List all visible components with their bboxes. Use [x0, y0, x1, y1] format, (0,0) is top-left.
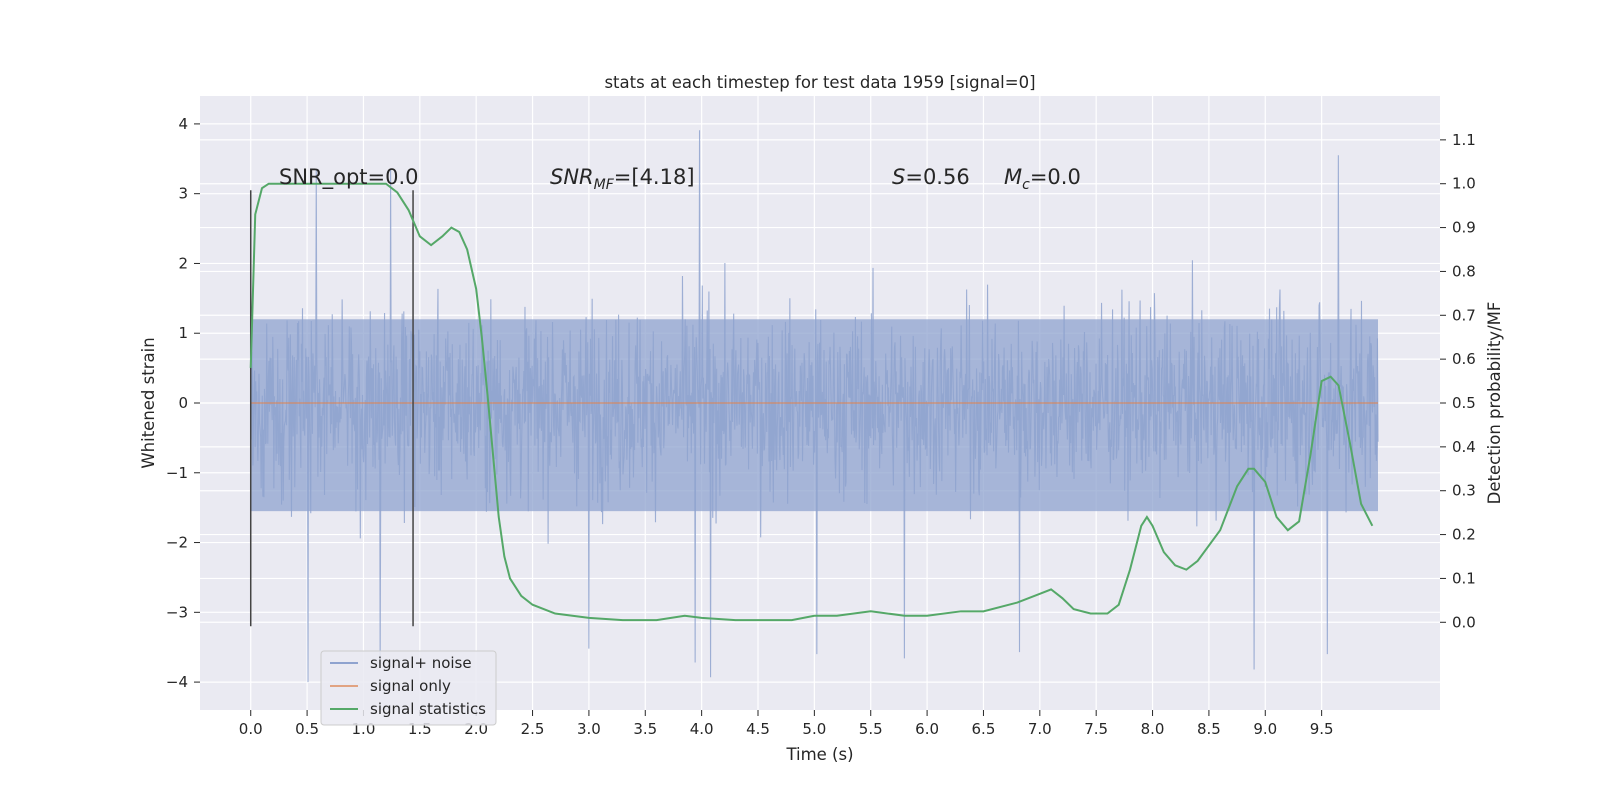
x-tick-label: 8.5: [1197, 720, 1221, 738]
y-tick-label: −4: [166, 673, 188, 691]
y-axis-right-label: Detection probability/MF: [1485, 302, 1504, 505]
legend-box: [320, 650, 497, 726]
x-tick-label: 4.5: [746, 720, 770, 738]
x-tick-label: 4.0: [690, 720, 714, 738]
legend-label-signal-noise: signal+ noise: [370, 654, 472, 672]
annotation-snr-opt: SNR_opt=0.0: [279, 165, 419, 190]
x-tick-label: 2.5: [521, 720, 545, 738]
legend-label-signal-statistics: signal statistics: [370, 700, 486, 718]
y-right-tick-label: 0.1: [1452, 569, 1476, 587]
y-right-tick-label: 0.5: [1452, 394, 1476, 412]
chart-title: stats at each timestep for test data 195…: [604, 73, 1035, 92]
window-markers: [249, 190, 414, 627]
x-tick-label: 8.0: [1141, 720, 1165, 738]
y-right-tick-label: 1.0: [1452, 175, 1476, 193]
series-signal-noise: [250, 130, 1379, 683]
annotation-snr-mf-base: SNR: [550, 165, 594, 189]
annotation-mc-sub: c: [1022, 177, 1030, 193]
y-tick-label: −1: [166, 464, 188, 482]
noise-band: [250, 319, 1378, 512]
y-right-tick-label: 0.2: [1452, 526, 1476, 544]
x-tick-label: 7.5: [1084, 720, 1108, 738]
annotation-snr-mf-tail: =[4.18]: [614, 165, 695, 189]
annotation-mc-value: =0.0: [1030, 165, 1081, 189]
y-right-tick-label: 0.7: [1452, 306, 1476, 324]
x-tick-label: 6.0: [915, 720, 939, 738]
y-right-tick-label: 1.1: [1452, 131, 1476, 149]
y-tick-label: 4: [178, 115, 188, 133]
annotation-s-value: =0.56: [905, 165, 969, 189]
y-right-tick-label: 0.3: [1452, 482, 1476, 500]
x-axis-label: Time (s): [785, 745, 853, 764]
x-tick-label: 3.0: [577, 720, 601, 738]
y-right-tick-label: 0.8: [1452, 262, 1476, 280]
x-tick-label: 5.5: [859, 720, 883, 738]
y-right-tick-label: 0.4: [1452, 438, 1476, 456]
x-tick-label: 9.5: [1310, 720, 1334, 738]
x-tick-label: 3.5: [633, 720, 657, 738]
x-tick-label: 6.5: [972, 720, 996, 738]
y-right-tick-label: 0.6: [1452, 350, 1476, 368]
x-tick-label: 5.0: [802, 720, 826, 738]
annotation-mc: Mc=0.0: [1004, 165, 1081, 193]
legend: signal+ noise signal only signal statist…: [320, 650, 497, 726]
y-tick-label: 1: [178, 324, 188, 342]
x-tick-label: 7.0: [1028, 720, 1052, 738]
y-tick-label: 3: [178, 185, 188, 203]
annotation-s: S=0.56: [892, 165, 970, 189]
y-right-tick-label: 0.9: [1452, 219, 1476, 237]
y-right-tick-label: 0.0: [1452, 613, 1476, 631]
x-tick-label: 0.0: [239, 720, 263, 738]
axes: 0.0 0.5 1.0 1.5 2.0 2.5 3.0 3.5 4.0 4.5 5.0 5.5 6.0 6…: [166, 115, 1476, 738]
annotation-snr-mf: SNRMF=[4.18]: [550, 165, 695, 193]
x-tick-label: 0.5: [295, 720, 319, 738]
y-axis-label: Whitened strain: [139, 337, 158, 468]
y-tick-label: 0: [178, 394, 188, 412]
y-tick-label: −3: [166, 603, 188, 621]
legend-label-signal-only: signal only: [370, 677, 451, 695]
y-tick-label: −2: [166, 534, 188, 552]
annotation-snr-mf-sub: MF: [594, 177, 615, 193]
annotation-s-symbol: S: [892, 165, 905, 189]
annotation-mc-symbol: M: [1004, 165, 1022, 189]
y-tick-label: 2: [178, 254, 188, 272]
x-tick-label: 9.0: [1253, 720, 1277, 738]
series-signal-statistics: [249, 182, 1374, 622]
